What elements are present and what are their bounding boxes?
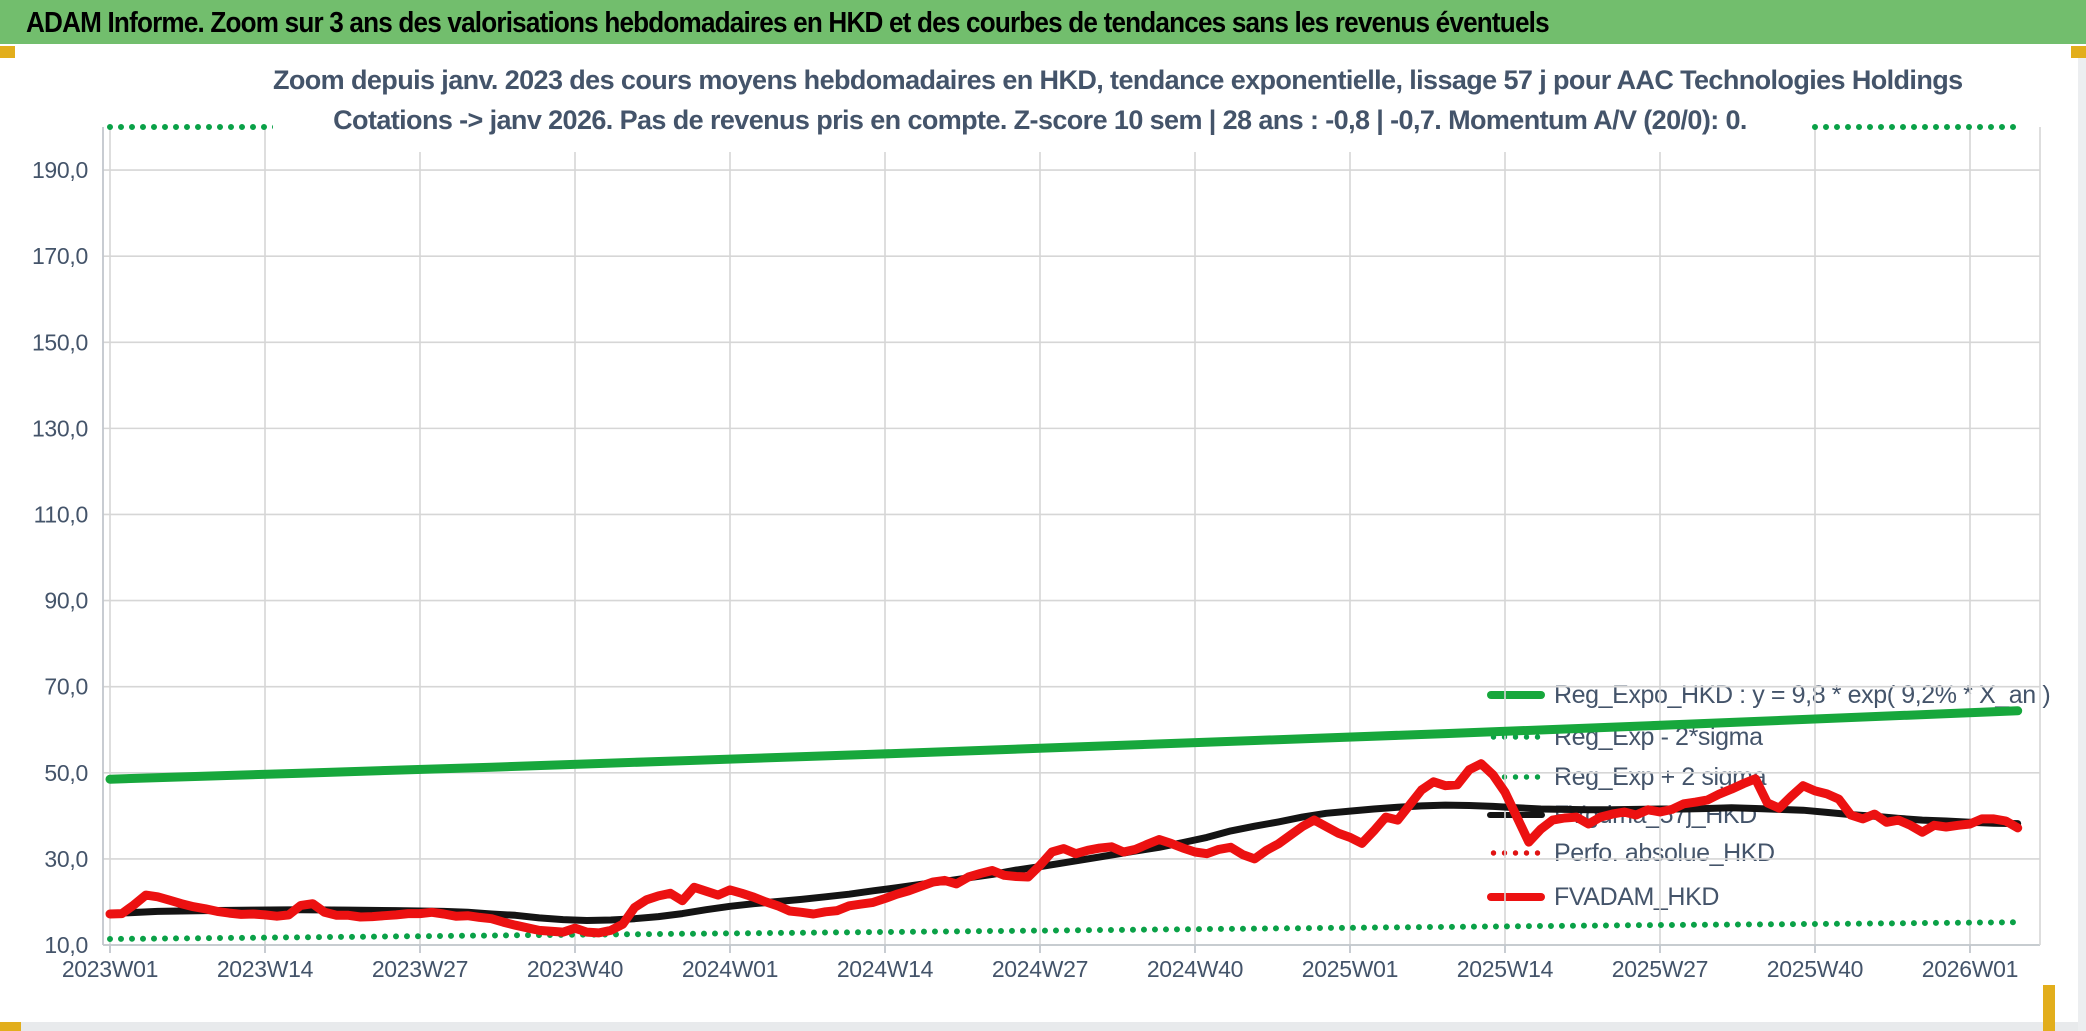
y-axis-label: 10,0: [44, 932, 88, 958]
legend-line-swatch: [1487, 691, 1545, 699]
chart-title-line1: Zoom depuis janv. 2023 des cours moyens …: [273, 65, 1963, 95]
legend-item-fvadam-hkd[interactable]: FVADAM_HKD: [1487, 877, 1719, 917]
legend-label: FVADAM_HKD: [1554, 882, 1720, 911]
x-axis-label: 2024W27: [992, 956, 1088, 982]
x-axis-label: 2023W40: [527, 956, 623, 982]
chart-title-line2: Cotations -> janv 2026. Pas de revenus p…: [333, 105, 1747, 135]
x-axis-label: 2023W14: [217, 956, 314, 982]
y-axis-label: 130,0: [32, 415, 88, 441]
legend-dotted-line-swatch: [1487, 774, 1545, 780]
yellow-cell-bottom-left: [0, 1022, 21, 1031]
legend-item-reg-expo-hkd-y-9-8-exp-9-2-x-an-[interactable]: Reg_Expo_HKD : y = 9,8 * exp( 9,2% * X_a…: [1487, 675, 2051, 715]
x-axis-label: 2023W27: [372, 956, 468, 982]
x-axis-label: 2024W40: [1147, 956, 1243, 982]
series-fvgdma-57j-hkd: [106, 801, 2022, 924]
x-axis-label: 2025W01: [1302, 956, 1398, 982]
y-axis-label: 70,0: [44, 674, 88, 700]
sheet-column-strip: [2078, 44, 2086, 1031]
yellow-cell-top-left: [0, 46, 15, 58]
series-reg-expo-hkd: [105, 706, 2023, 784]
y-axis-label: 90,0: [44, 588, 88, 614]
x-axis-label: 2026W01: [1922, 956, 2018, 982]
yellow-cell-top-right: [2071, 46, 2086, 58]
series-reg-exp-2-sigma: [107, 919, 2021, 942]
chart-title: Zoom depuis janv. 2023 des cours moyens …: [273, 54, 1963, 152]
legend-line-swatch: [1487, 893, 1545, 901]
x-axis-label: 2025W27: [1612, 956, 1708, 982]
legend-label: Perfo. absolue_HKD: [1554, 838, 1775, 867]
x-axis-label: 2024W14: [837, 956, 934, 982]
series-fvadam-hkd: [105, 759, 2023, 938]
y-axis-label: 190,0: [32, 157, 88, 183]
sheet-gap-row: [0, 44, 2086, 56]
legend-dotted-line-swatch: [1487, 850, 1545, 856]
sheet-row-strip: [0, 1022, 2086, 1031]
header-banner: ADAM Informe. Zoom sur 3 ans des valoris…: [0, 0, 2086, 44]
y-axis-label: 150,0: [32, 329, 88, 355]
x-axis-label: 2024W01: [682, 956, 778, 982]
x-axis-label: 2023W01: [62, 956, 158, 982]
legend-label: Reg_Expo_HKD : y = 9,8 * exp( 9,2% * X_a…: [1554, 680, 2051, 709]
y-axis-label: 170,0: [32, 243, 88, 269]
legend-item-perfo-absolue-hkd[interactable]: Perfo. absolue_HKD: [1487, 833, 1775, 873]
y-axis-label: 110,0: [34, 501, 88, 527]
legend-dotted-line-swatch: [1487, 734, 1545, 740]
y-axis-label: 50,0: [44, 760, 88, 786]
y-axis-label: 30,0: [44, 846, 88, 872]
x-axis-label: 2025W40: [1767, 956, 1863, 982]
yellow-cell-bottom-right: [2043, 985, 2055, 1031]
x-axis-label: 2025W14: [1457, 956, 1554, 982]
banner-title: ADAM Informe. Zoom sur 3 ans des valoris…: [26, 7, 1550, 39]
